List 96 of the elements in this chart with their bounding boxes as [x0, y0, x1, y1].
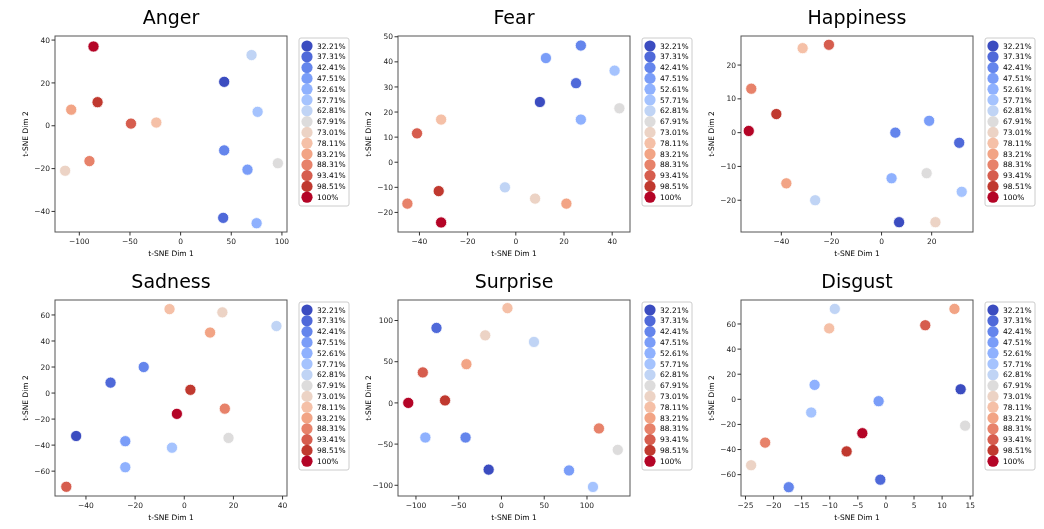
- point: [808, 378, 821, 391]
- chart-title: Surprise: [474, 270, 554, 292]
- point: [459, 431, 472, 444]
- point: [560, 197, 573, 210]
- point: [59, 164, 72, 177]
- chart-title: Happiness: [807, 6, 907, 28]
- point: [70, 430, 83, 442]
- point: [574, 39, 587, 52]
- point: [929, 216, 942, 229]
- point: [919, 319, 932, 332]
- point: [435, 113, 448, 126]
- point: [137, 361, 150, 374]
- point: [435, 216, 448, 229]
- point: [170, 407, 183, 420]
- point: [920, 167, 933, 180]
- point: [874, 473, 887, 486]
- point: [439, 394, 452, 407]
- point: [245, 49, 258, 62]
- point: [250, 217, 263, 230]
- point: [60, 480, 73, 493]
- point: [241, 163, 254, 176]
- point: [216, 306, 229, 319]
- point: [959, 419, 972, 432]
- point: [401, 197, 414, 210]
- point: [948, 302, 961, 315]
- point: [416, 366, 429, 379]
- point: [856, 427, 869, 440]
- point: [411, 127, 424, 140]
- point: [83, 155, 96, 168]
- point: [782, 481, 795, 494]
- point: [745, 459, 758, 472]
- point: [954, 383, 967, 396]
- point: [563, 464, 576, 477]
- point: [218, 75, 231, 88]
- point: [527, 335, 540, 348]
- point: [119, 461, 132, 474]
- point: [872, 395, 885, 408]
- point: [87, 40, 100, 53]
- chart-title: Disgust: [821, 270, 893, 292]
- point: [165, 441, 178, 454]
- point: [742, 124, 755, 137]
- point: [745, 82, 758, 95]
- point: [498, 181, 511, 194]
- chart-title: Fear: [493, 6, 535, 28]
- point: [529, 192, 542, 205]
- point: [780, 177, 793, 190]
- point: [611, 443, 624, 456]
- point: [271, 157, 284, 170]
- point: [828, 302, 841, 315]
- point: [430, 321, 443, 334]
- point: [613, 102, 626, 115]
- point: [482, 463, 495, 476]
- point: [955, 185, 968, 198]
- point: [119, 435, 132, 448]
- point: [574, 113, 587, 126]
- point: [608, 64, 621, 77]
- point: [770, 108, 783, 121]
- point: [419, 431, 432, 444]
- point: [270, 320, 283, 333]
- chart-title: Sadness: [131, 270, 211, 292]
- point: [217, 211, 230, 224]
- point: [222, 431, 235, 444]
- point: [460, 358, 473, 371]
- point: [91, 96, 104, 109]
- point: [479, 329, 492, 342]
- point: [251, 105, 264, 118]
- point: [65, 103, 78, 116]
- point: [953, 136, 966, 149]
- chart-title: Anger: [142, 6, 200, 28]
- point: [805, 406, 818, 419]
- point: [539, 52, 552, 65]
- point: [402, 396, 415, 409]
- point: [218, 402, 231, 415]
- point: [204, 326, 217, 339]
- point: [822, 38, 835, 51]
- point: [592, 422, 605, 435]
- point: [889, 126, 902, 139]
- point: [823, 322, 836, 335]
- point: [150, 116, 163, 129]
- point: [570, 77, 583, 90]
- point: [218, 144, 231, 157]
- point: [923, 114, 936, 127]
- point: [809, 194, 822, 207]
- point: [533, 96, 546, 108]
- point: [432, 185, 445, 198]
- point: [184, 383, 197, 396]
- point: [893, 216, 906, 229]
- point: [885, 172, 898, 185]
- point: [796, 42, 809, 55]
- point: [586, 480, 599, 493]
- point: [501, 302, 514, 315]
- point: [759, 436, 772, 449]
- point: [163, 303, 176, 316]
- point: [124, 117, 137, 130]
- point: [840, 445, 853, 458]
- point: [104, 376, 117, 389]
